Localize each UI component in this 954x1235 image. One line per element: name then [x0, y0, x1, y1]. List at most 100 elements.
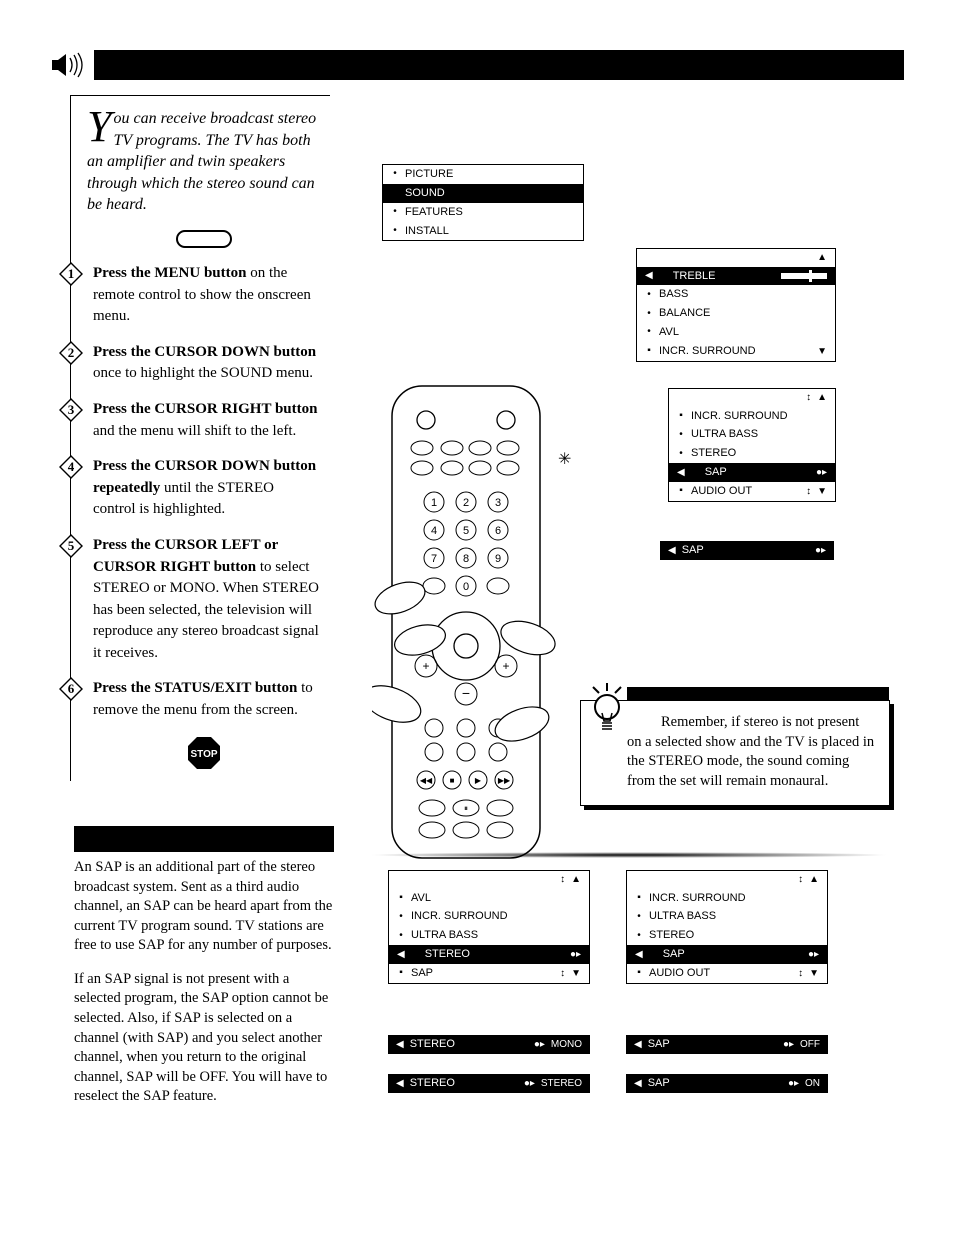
intro-body: ou can receive broadcast stereo TV progr… [87, 110, 316, 213]
speaker-icon [50, 50, 88, 80]
svg-text:+: + [502, 659, 509, 673]
menu-row: ↕▲ [669, 389, 835, 407]
menu-row: ↕▲ [389, 871, 589, 889]
svg-text:5: 5 [68, 538, 75, 553]
divider-shadow [368, 852, 890, 858]
svg-text:■: ■ [450, 776, 455, 785]
menu-row: SOUND [383, 184, 583, 203]
sap-sidebar: An SAP is an additional part of the ster… [74, 826, 334, 1121]
menu-row: •AVL [637, 323, 835, 342]
menu-row: •BALANCE [637, 304, 835, 323]
sap-p1: An SAP is an additional part of the ster… [74, 858, 334, 956]
menu-row: •BASS [637, 285, 835, 304]
menu-row: ▪AUDIO OUT↕▼ [627, 964, 827, 983]
menu-main: •PICTURESOUND•FEATURES•INSTALL [382, 164, 584, 241]
lightbulb-icon [587, 683, 627, 744]
remote-illustration: 1 2 3 4 5 6 7 8 9 0 + + − [372, 168, 592, 868]
svg-text:◀◀: ◀◀ [420, 776, 433, 785]
stop-label: STOP [190, 749, 217, 760]
intro-text: Y ou can receive broadcast stereo TV pro… [87, 108, 320, 216]
svg-text:−: − [462, 685, 470, 701]
step-1: 1Press the MENU button on the remote con… [87, 262, 320, 327]
title-bar [94, 50, 904, 80]
step-diamond-icon: 1 [59, 262, 83, 286]
svg-text:0: 0 [463, 581, 469, 593]
hint-title-bar [627, 687, 889, 701]
svg-text:3: 3 [495, 497, 501, 509]
menu-row: ▪INCR. SURROUND [669, 407, 835, 426]
menu-row: ◀TREBLE [637, 267, 835, 286]
step-text: Press the STATUS/EXIT button to remove t… [93, 680, 313, 718]
menu-row: ◀SAP●▸ON [626, 1074, 828, 1093]
steps-column: Y ou can receive broadcast stereo TV pro… [70, 95, 330, 781]
step-diamond-icon: 4 [59, 455, 83, 479]
svg-text:1: 1 [68, 266, 75, 281]
svg-text:▶: ▶ [475, 776, 482, 785]
menu-row: •FEATURES [383, 203, 583, 222]
page: Y ou can receive broadcast stereo TV pro… [0, 0, 954, 1235]
menu-row: •STEREO [669, 444, 835, 463]
menu-row: ◀SAP●▸OFF [626, 1035, 828, 1054]
hint-text: Remember, if stereo is not present on a … [627, 713, 875, 791]
step-diamond-icon: 5 [59, 534, 83, 558]
menu-sound-stereo: ↕▲▪AVL•INCR. SURROUND•ULTRA BASS◀STEREO●… [388, 870, 590, 984]
menu-row: ◀STEREO●▸ [389, 945, 589, 964]
menu-row: ◀SAP●▸ [660, 541, 834, 560]
svg-text:4: 4 [431, 525, 437, 537]
svg-text:▶▶: ▶▶ [498, 776, 511, 785]
dropcap: Y [87, 108, 111, 145]
stop-icon: STOP [87, 735, 320, 771]
menu-row: ▪AUDIO OUT↕▼ [669, 482, 835, 501]
menu-row: ↕▲ [627, 871, 827, 889]
menu-row: ▪AVL [389, 889, 589, 908]
svg-text:✳: ✳ [558, 451, 571, 468]
step-text: Press the MENU button on the remote cont… [93, 265, 311, 324]
svg-text:6: 6 [68, 681, 75, 696]
menu-row: ◀STEREO●▸MONO [388, 1035, 590, 1054]
step-diamond-icon: 3 [59, 398, 83, 422]
menu-row: •INSTALL [383, 222, 583, 241]
step-text: Press the CURSOR RIGHT button and the me… [93, 401, 317, 439]
menu-row: •ULTRA BASS [669, 425, 835, 444]
step-text: Press the CURSOR DOWN button once to hig… [93, 344, 316, 382]
svg-text:6: 6 [495, 525, 501, 537]
menu-row: ▲ [637, 249, 835, 267]
menu-row: •INCR. SURROUND [389, 907, 589, 926]
sap-p2: If an SAP signal is not present with a s… [74, 970, 334, 1107]
menu-row: •STEREO [627, 926, 827, 945]
menu-row: ◀STEREO●▸STEREO [388, 1074, 590, 1093]
step-5: 5Press the CURSOR LEFT or CURSOR RIGHT b… [87, 534, 320, 664]
menu-row: •ULTRA BASS [389, 926, 589, 945]
menu-row: •PICTURE [383, 165, 583, 184]
hint-callout: Remember, if stereo is not present on a … [580, 700, 890, 806]
menu-row: ◀SAP●▸ [627, 945, 827, 964]
svg-text:9: 9 [495, 553, 501, 565]
menu-sap-strip: ◀SAP●▸ [660, 538, 834, 563]
step-6: 6Press the STATUS/EXIT button to remove … [87, 677, 320, 720]
menu-sap-options: ◀SAP●▸OFF ◀SAP●▸ON [626, 1032, 828, 1096]
svg-text:8: 8 [463, 553, 469, 565]
step-2: 2Press the CURSOR DOWN button once to hi… [87, 341, 320, 384]
menu-sound-sap-2: ↕▲▪INCR. SURROUND•ULTRA BASS•STEREO◀SAP●… [626, 870, 828, 984]
svg-text:1: 1 [431, 497, 437, 509]
svg-text:4: 4 [68, 459, 75, 474]
menu-row: ▪INCR. SURROUND▼ [637, 342, 835, 361]
step-text: Press the CURSOR DOWN button repeatedly … [93, 458, 316, 517]
svg-text:+: + [422, 659, 429, 673]
step-3: 3Press the CURSOR RIGHT button and the m… [87, 398, 320, 441]
menu-row: ▪SAP↕▼ [389, 964, 589, 983]
step-text: Press the CURSOR LEFT or CURSOR RIGHT bu… [93, 537, 319, 661]
sap-heading-bar [74, 826, 334, 852]
step-diamond-icon: 2 [59, 341, 83, 365]
svg-text:7: 7 [431, 553, 437, 565]
svg-text:5: 5 [463, 525, 469, 537]
menu-sound-sap: ↕▲▪INCR. SURROUND•ULTRA BASS•STEREO◀SAP●… [668, 388, 836, 502]
svg-text:3: 3 [68, 402, 75, 417]
step-diamond-icon: 6 [59, 677, 83, 701]
svg-text:2: 2 [68, 345, 75, 360]
sap-body: An SAP is an additional part of the ster… [74, 858, 334, 1107]
step-4: 4Press the CURSOR DOWN button repeatedly… [87, 455, 320, 520]
menu-sound-treble: ▲◀TREBLE•BASS•BALANCE•AVL▪INCR. SURROUND… [636, 248, 836, 362]
steps-list: 1Press the MENU button on the remote con… [87, 262, 320, 721]
menu-row: •ULTRA BASS [627, 907, 827, 926]
